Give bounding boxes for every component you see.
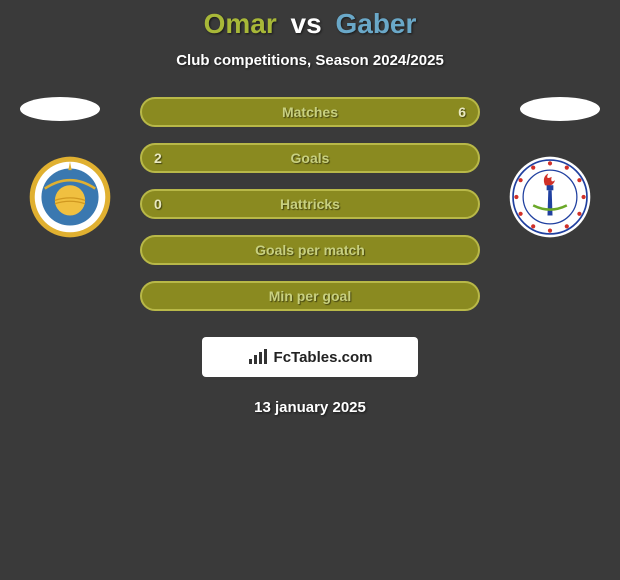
stat-value-left: 0 (154, 196, 162, 212)
stat-value-left: 2 (154, 150, 162, 166)
decorative-ellipse-right (520, 97, 600, 121)
title-player1: Omar (204, 8, 277, 39)
title-vs: vs (291, 8, 322, 39)
badge-right-svg (508, 155, 592, 239)
stat-row: Hattricks 0 (140, 189, 480, 219)
stat-label: Goals (291, 150, 330, 166)
stat-row: Goals per match (140, 235, 480, 265)
decorative-ellipse-left (20, 97, 100, 121)
club-badge-right (508, 155, 592, 239)
comparison-infographic: Omar vs Gaber Club competitions, Season … (0, 0, 620, 580)
bar-chart-icon (248, 349, 268, 365)
stat-row: Min per goal (140, 281, 480, 311)
main-content: Matches 6 Goals 2 Hattricks 0 Goals per match M… (0, 97, 620, 416)
badge-left-svg (28, 155, 112, 239)
title-player2: Gaber (335, 8, 416, 39)
watermark-badge: FcTables.com (202, 337, 418, 377)
watermark-text: FcTables.com (274, 349, 373, 366)
stat-label: Matches (282, 104, 338, 120)
stat-label: Goals per match (255, 242, 365, 258)
subtitle: Club competitions, Season 2024/2025 (176, 52, 444, 69)
date-label: 13 january 2025 (254, 399, 366, 416)
stat-label: Hattricks (280, 196, 340, 212)
stat-row: Goals 2 (140, 143, 480, 173)
stat-row: Matches 6 (140, 97, 480, 127)
stats-list: Matches 6 Goals 2 Hattricks 0 Goals per match M… (140, 97, 480, 327)
stat-label: Min per goal (269, 288, 351, 304)
page-title: Omar vs Gaber (204, 8, 417, 40)
stat-value-right: 6 (458, 104, 466, 120)
club-badge-left (28, 155, 112, 239)
